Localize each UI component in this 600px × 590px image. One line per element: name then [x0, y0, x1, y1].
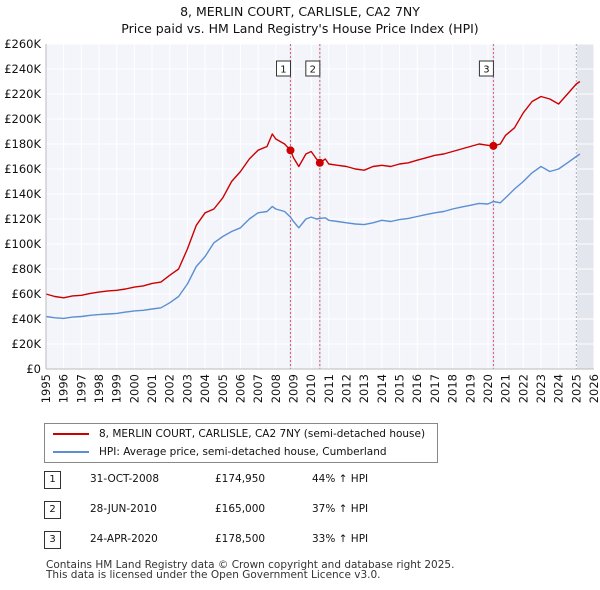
- x-tick-label: 2002: [163, 374, 177, 403]
- x-tick-label: 1995: [39, 374, 53, 403]
- plot-area: [46, 44, 594, 369]
- sale-price: £165,000: [215, 503, 266, 515]
- x-tick-label: 2016: [410, 374, 424, 403]
- x-tick-label: 2008: [269, 374, 283, 403]
- legend-label-property: 8, MERLIN COURT, CARLISLE, CA2 7NY (semi…: [99, 428, 426, 440]
- series-line-hpi: [45, 153, 581, 320]
- table-row: 1 31-OCT-2008 £174,950 44% ↑ HPI: [44, 468, 464, 498]
- x-tick-label: 1997: [74, 374, 88, 403]
- sales-table: 1 31-OCT-2008 £174,950 44% ↑ HPI 2 28-JU…: [44, 468, 464, 558]
- y-tick-label: £240K: [4, 62, 41, 76]
- chart-title-line1: 8, MERLIN COURT, CARLISLE, CA2 7NY: [180, 4, 420, 19]
- x-tick-label: 2017: [428, 374, 442, 403]
- sale-label-box: [275, 60, 291, 77]
- x-tick-label: 2025: [569, 374, 583, 403]
- x-tick-label: 2004: [198, 374, 212, 403]
- y-tick-label: £180K: [4, 137, 41, 151]
- x-tick-label: 2020: [481, 374, 495, 403]
- sale-number-badge: 1: [44, 471, 61, 489]
- sale-date: 28-JUN-2010: [90, 503, 157, 515]
- legend-item-hpi: HPI: Average price, semi-detached house,…: [53, 443, 387, 461]
- price-chart: 1 2 3 £0 £20K £40K £60K £80K £100K £120K £140K £160…: [4, 37, 600, 403]
- sale-label-text: 2: [310, 65, 316, 76]
- sale-highlight: [318, 44, 321, 369]
- x-tick-label: 2022: [516, 374, 530, 403]
- y-tick-label: £20K: [12, 337, 42, 351]
- sale-number-badge: 3: [44, 531, 61, 549]
- x-tick-label: 2010: [304, 374, 318, 403]
- table-row: 3 24-APR-2020 £178,500 33% ↑ HPI: [44, 528, 464, 558]
- x-tick-label: 2015: [393, 374, 407, 403]
- sale-date: 31-OCT-2008: [90, 473, 159, 485]
- y-tick-label: £140K: [4, 187, 41, 201]
- x-tick-label: 1998: [92, 374, 106, 403]
- x-tick-label: 2012: [340, 374, 354, 403]
- x-tick-label: 1996: [57, 374, 71, 403]
- sale-point: [286, 146, 295, 155]
- chart-title: 8, MERLIN COURT, CARLISLE, CA2 7NY Price…: [0, 3, 600, 37]
- x-tick-label: 2024: [552, 374, 566, 403]
- x-tick-label: 2007: [251, 374, 265, 403]
- y-tick-label: £0: [26, 362, 41, 376]
- y-tick-label: £120K: [4, 212, 41, 226]
- sale-label-box: [305, 60, 321, 77]
- footer-copyright: Contains HM Land Registry data © Crown c…: [46, 559, 455, 571]
- sale-point: [315, 158, 324, 167]
- chart-legend: 8, MERLIN COURT, CARLISLE, CA2 7NY (semi…: [44, 423, 438, 463]
- sale-price: £174,950: [215, 473, 266, 485]
- x-tick-label: 2011: [322, 374, 336, 403]
- x-tick-label: 2018: [446, 374, 460, 403]
- sale-hpi-change: 37% ↑ HPI: [312, 503, 369, 515]
- y-tick-label: £100K: [4, 237, 41, 251]
- y-tick-label: £200K: [4, 112, 41, 126]
- sale-highlight: [289, 44, 292, 369]
- footer: Contains HM Land Registry data © Crown c…: [46, 559, 455, 581]
- x-tick-label: 1999: [110, 374, 124, 403]
- sale-label-text: 1: [280, 65, 286, 76]
- x-tick-label: 2026: [587, 374, 600, 403]
- sale-number-badge: 2: [44, 501, 61, 519]
- sale-label-text: 3: [483, 65, 489, 76]
- x-tick-label: 2021: [499, 374, 513, 403]
- legend-item-property: 8, MERLIN COURT, CARLISLE, CA2 7NY (semi…: [53, 425, 425, 443]
- sale-hpi-change: 33% ↑ HPI: [312, 533, 369, 545]
- future-shade: [576, 44, 594, 369]
- sale-highlight: [492, 44, 495, 369]
- y-tick-label: £40K: [12, 312, 42, 326]
- y-tick-label: £80K: [12, 262, 42, 276]
- x-tick-label: 2003: [180, 374, 194, 403]
- y-tick-label: £160K: [4, 162, 41, 176]
- sale-hpi-change: 44% ↑ HPI: [312, 473, 369, 485]
- legend-swatch-property: [53, 433, 89, 435]
- x-tick-label: 2005: [216, 374, 230, 403]
- x-tick-label: 2014: [375, 374, 389, 403]
- y-tick-label: £220K: [4, 87, 41, 101]
- chart-title-line2: Price paid vs. HM Land Registry's House …: [121, 21, 479, 36]
- sale-label-box: [478, 60, 494, 77]
- footer-licence: This data is licensed under the Open Gov…: [46, 569, 381, 581]
- x-tick-label: 2019: [463, 374, 477, 403]
- x-tick-label: 2013: [357, 374, 371, 403]
- x-tick-label: 2000: [127, 374, 141, 403]
- legend-label-hpi: HPI: Average price, semi-detached house,…: [99, 446, 387, 458]
- x-tick-label: 2006: [233, 374, 247, 403]
- x-tick-label: 2009: [286, 374, 300, 403]
- legend-swatch-hpi: [53, 451, 89, 453]
- x-tick-label: 2023: [534, 374, 548, 403]
- sale-price: £178,500: [215, 533, 266, 545]
- y-tick-label: £60K: [12, 287, 42, 301]
- sale-point: [489, 141, 498, 150]
- sale-date: 24-APR-2020: [90, 533, 158, 545]
- x-tick-label: 2001: [145, 374, 159, 403]
- table-row: 2 28-JUN-2010 £165,000 37% ↑ HPI: [44, 498, 464, 528]
- y-tick-label: £260K: [4, 37, 41, 51]
